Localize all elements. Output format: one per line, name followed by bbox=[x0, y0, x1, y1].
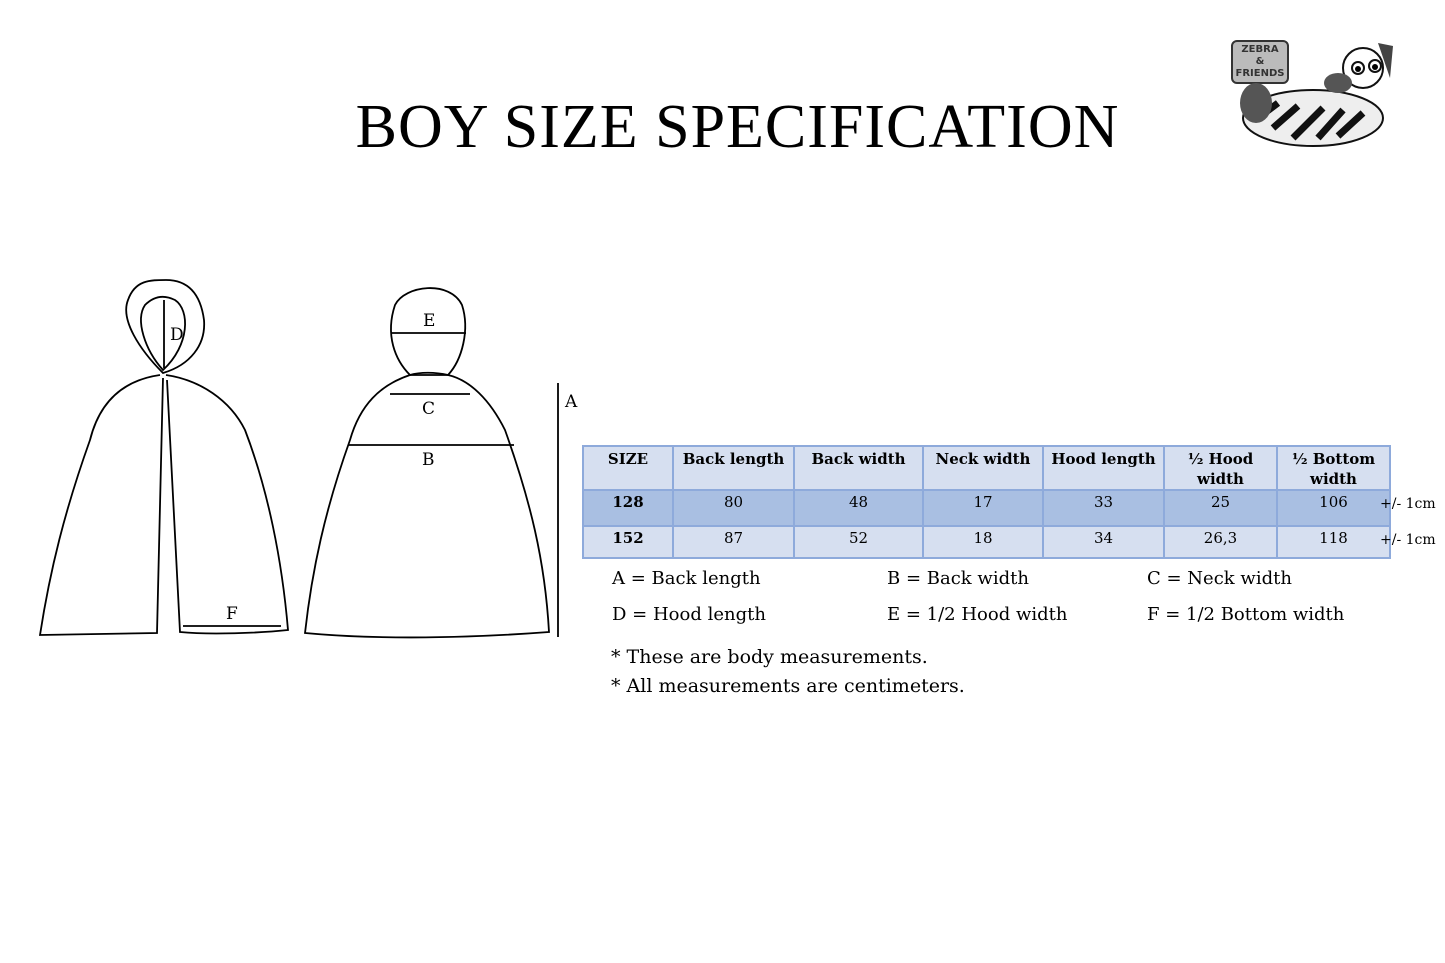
cell: 118 bbox=[1276, 525, 1391, 559]
cell: 80 bbox=[672, 489, 795, 527]
label-a: A bbox=[564, 392, 578, 412]
tolerance-note: +/- 1cm bbox=[1380, 496, 1436, 512]
cell: 17 bbox=[922, 489, 1044, 527]
cell: 48 bbox=[793, 489, 924, 527]
label-d: D bbox=[170, 325, 184, 345]
col-header-back-length: Back length bbox=[672, 445, 795, 491]
legend-item: D = Hood length bbox=[612, 604, 766, 625]
legend-item: B = Back width bbox=[887, 568, 1029, 589]
cape-diagrams: D F E C B A bbox=[38, 279, 578, 639]
page-title: BOY SIZE SPECIFICATION bbox=[355, 93, 1120, 161]
cell: 34 bbox=[1042, 525, 1165, 559]
cell: 26,3 bbox=[1163, 525, 1278, 559]
col-header-back-width: Back width bbox=[793, 445, 924, 491]
col-header-half-hood-width: ½ Hood width bbox=[1163, 445, 1278, 491]
legend-item: F = 1/2 Bottom width bbox=[1147, 604, 1345, 625]
cape-front-drawing bbox=[38, 279, 289, 636]
cell: 33 bbox=[1042, 489, 1165, 527]
cell: 52 bbox=[793, 525, 924, 559]
svg-text:&: & bbox=[1256, 56, 1265, 67]
col-header-half-bottom-width: ½ Bottom width bbox=[1276, 445, 1391, 491]
cell: 25 bbox=[1163, 489, 1278, 527]
cell: 18 bbox=[922, 525, 1044, 559]
table-row: 152 87 52 18 34 26,3 118 bbox=[582, 525, 1391, 559]
note: * All measurements are centimeters. bbox=[611, 675, 965, 697]
cell: 106 bbox=[1276, 489, 1391, 527]
svg-text:ZEBRA: ZEBRA bbox=[1241, 44, 1278, 55]
col-header-hood-length: Hood length bbox=[1042, 445, 1165, 491]
table-header-row: SIZE Back length Back width Neck width H… bbox=[582, 445, 1391, 491]
note: * These are body measurements. bbox=[611, 646, 928, 668]
size-table: SIZE Back length Back width Neck width H… bbox=[582, 445, 1391, 559]
cape-back-drawing bbox=[304, 287, 559, 639]
zebra-friends-logo: ZEBRA & FRIENDS bbox=[1228, 38, 1398, 157]
legend-item: E = 1/2 Hood width bbox=[887, 604, 1068, 625]
label-c: C bbox=[422, 399, 435, 419]
cell-size: 128 bbox=[582, 489, 674, 527]
label-e: E bbox=[423, 311, 435, 331]
label-b: B bbox=[422, 450, 435, 470]
label-f: F bbox=[226, 604, 238, 624]
legend-item: A = Back length bbox=[612, 568, 761, 589]
cell-size: 152 bbox=[582, 525, 674, 559]
svg-text:FRIENDS: FRIENDS bbox=[1236, 68, 1285, 79]
col-header-size: SIZE bbox=[582, 445, 674, 491]
tolerance-note: +/- 1cm bbox=[1380, 532, 1436, 548]
col-header-neck-width: Neck width bbox=[922, 445, 1044, 491]
table-row: 128 80 48 17 33 25 106 bbox=[582, 489, 1391, 527]
cell: 87 bbox=[672, 525, 795, 559]
legend-item: C = Neck width bbox=[1147, 568, 1292, 589]
